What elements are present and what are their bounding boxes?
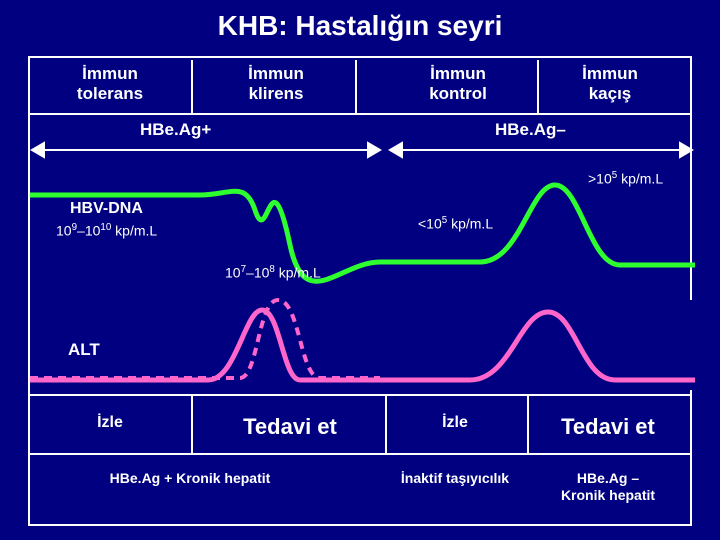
- footer-label: HBe.Ag + Kronik hepatit: [70, 470, 310, 487]
- footer-label: İnaktif taşıyıcılık: [375, 470, 535, 487]
- column-header: İmmunkaçış: [555, 64, 665, 103]
- treatment-label: İzle: [30, 414, 190, 432]
- range107-label: 107–108 kp/m.L: [225, 264, 321, 281]
- hbeag-minus: HBe.Ag–: [495, 120, 566, 140]
- alt-label: ALT: [68, 340, 100, 360]
- hbv-range: 109–1010 kp/m.L: [56, 222, 157, 239]
- treatment-label: Tedavi et: [210, 414, 370, 440]
- column-header: İmmunkontrol: [393, 64, 523, 103]
- lt105-label: <105 kp/m.L: [418, 215, 493, 232]
- column-header: İmmuntolerans: [27, 64, 193, 103]
- hbv-dna-label: HBV-DNA: [70, 200, 143, 218]
- treatment-label: Tedavi et: [528, 414, 688, 440]
- gt105-label: >105 kp/m.L: [588, 170, 663, 187]
- treatment-label: İzle: [375, 414, 535, 432]
- hbeag-plus: HBe.Ag+: [140, 120, 211, 140]
- column-header: İmmunklirens: [201, 64, 351, 103]
- footer-label: HBe.Ag –Kronik hepatit: [533, 470, 683, 504]
